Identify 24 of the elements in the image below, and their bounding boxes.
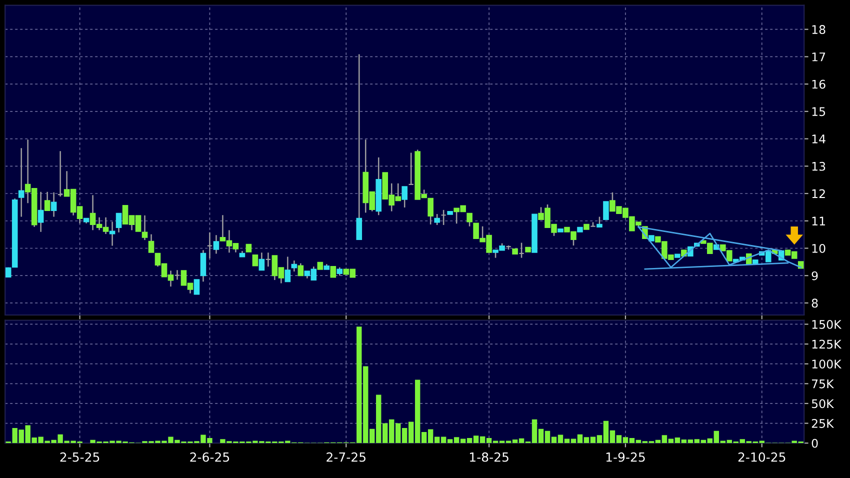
y-tick-label: 9 <box>812 271 818 280</box>
y-tick-label: 17 <box>812 52 826 62</box>
x-tick-label: 2-5-25 <box>60 452 100 462</box>
y-tick-label: 125K <box>812 340 842 349</box>
y-tick-label: 12 <box>812 189 825 198</box>
x-tick-label: 2-7-25 <box>326 452 366 462</box>
y-tick-label: 15 <box>812 107 826 116</box>
y-tick-label: 14 <box>812 134 826 144</box>
x-tick-label: 1-8-25 <box>470 452 508 462</box>
y-tick-label: 10 <box>812 244 826 253</box>
y-tick-label: 100K <box>812 360 842 369</box>
y-tick-label: 13 <box>812 162 826 171</box>
y-tick-label: 150K <box>812 320 842 329</box>
x-tick-label: 1-9-25 <box>606 452 645 462</box>
x-tick-label: 2-6-25 <box>190 452 230 462</box>
y-tick-label: 11 <box>812 216 825 226</box>
y-tick-label: 0 <box>812 438 818 448</box>
y-tick-label: 25K <box>812 419 834 428</box>
y-tick-label: 50K <box>812 399 834 408</box>
y-tick-label: 16 <box>812 80 826 89</box>
y-tick-label: 8 <box>812 298 818 308</box>
y-tick-label: 75K <box>812 380 834 388</box>
y-tick-label: 18 <box>812 25 826 34</box>
x-tick-label: 2-10-25 <box>738 452 786 462</box>
